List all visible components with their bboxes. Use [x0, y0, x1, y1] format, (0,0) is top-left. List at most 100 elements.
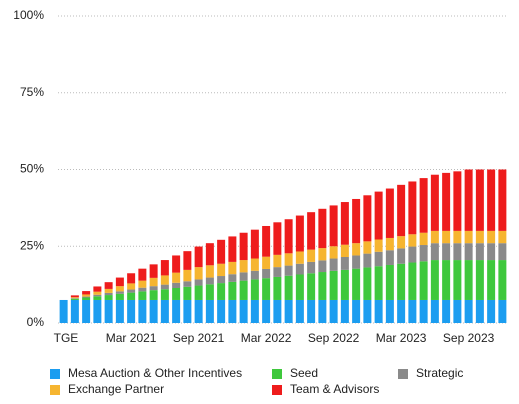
bar-segment — [183, 269, 192, 282]
bar-segment — [295, 263, 304, 275]
bar-segment — [115, 277, 124, 287]
bar-segment — [205, 277, 214, 285]
bar-segment — [284, 299, 293, 323]
bar-segment — [183, 299, 192, 323]
bar-segment — [329, 299, 338, 323]
bar-segment — [374, 239, 383, 252]
bar-segment — [70, 295, 79, 298]
bar-segment — [138, 287, 147, 292]
bar-segment — [329, 258, 338, 271]
bar-segment — [307, 249, 316, 262]
bar-segment — [352, 243, 361, 256]
bar-segment — [160, 260, 169, 276]
bar-segment — [70, 298, 79, 300]
bar-segment — [183, 251, 192, 270]
bar-segment — [228, 274, 237, 282]
bar-segment — [70, 299, 79, 323]
bar-segment — [340, 244, 349, 257]
bar-segment — [160, 289, 169, 300]
bar-segment — [385, 250, 394, 265]
bar-segment — [498, 260, 507, 300]
bar-segment — [70, 298, 79, 299]
bar-segment — [104, 292, 113, 296]
legend-label: Exchange Partner — [68, 382, 164, 396]
bar-segment — [149, 277, 158, 287]
x-tick-label: Mar 2022 — [241, 331, 292, 345]
bar-segment — [419, 232, 428, 246]
bar-segment — [307, 273, 316, 300]
bar-segment — [70, 297, 79, 299]
legend-label: Strategic — [416, 366, 463, 380]
bar-segment — [82, 297, 91, 300]
bar-segment — [138, 291, 147, 300]
bar-segment — [194, 299, 203, 323]
bar-segment — [385, 188, 394, 238]
bar-segment — [363, 299, 372, 323]
bar-segment — [419, 261, 428, 300]
bar-segment — [487, 230, 496, 244]
bar-segment — [59, 299, 68, 323]
bar-segment — [363, 241, 372, 254]
bar-segment — [262, 278, 271, 300]
bar-segment — [487, 243, 496, 261]
bar-segment — [250, 270, 259, 280]
bar-segment — [329, 205, 338, 247]
bar-segment — [149, 299, 158, 323]
bar-segment — [250, 279, 259, 300]
x-tick-label: Sep 2023 — [443, 331, 495, 345]
bar-segment — [205, 299, 214, 323]
bar-segment — [352, 198, 361, 244]
bar-segment — [205, 243, 214, 266]
bar-segment — [138, 299, 147, 323]
bar-segment — [82, 294, 91, 297]
bar-segment — [487, 299, 496, 323]
bar-segment — [104, 295, 113, 300]
bar-segment — [194, 246, 203, 268]
bar-segment — [115, 286, 124, 292]
bar-segment — [329, 270, 338, 300]
bar-segment — [273, 267, 282, 277]
bar-segment — [149, 290, 158, 300]
bar-segment — [284, 219, 293, 254]
bar-segment — [104, 282, 113, 289]
bar-segment — [284, 275, 293, 300]
bar-segment — [475, 260, 484, 300]
bar-segment — [430, 260, 439, 300]
bar-segment — [464, 243, 473, 261]
bar-segment — [183, 281, 192, 287]
bar-segment — [442, 230, 451, 244]
bar-segment — [82, 299, 91, 323]
bar-segment — [464, 230, 473, 244]
bar-segment — [442, 172, 451, 231]
bar-segment — [453, 171, 462, 231]
bar-segment — [149, 264, 158, 278]
bar-segment — [262, 299, 271, 323]
bar-segment — [408, 181, 417, 235]
bar-segment — [464, 169, 473, 231]
legend-label: Seed — [290, 366, 318, 380]
bar-segment — [239, 299, 248, 323]
bar-segment — [475, 243, 484, 261]
bar-segment — [273, 222, 282, 255]
bar-segment — [318, 248, 327, 261]
bar-segment — [160, 275, 169, 285]
bar-segment — [430, 174, 439, 231]
bar-segment — [295, 215, 304, 252]
bar-segment — [307, 261, 316, 274]
bar-segment — [374, 251, 383, 267]
bar-segment — [127, 273, 136, 284]
bar-segment — [93, 294, 102, 297]
y-tick-label: 100% — [13, 8, 44, 22]
bar-segment — [430, 230, 439, 244]
y-tick-label: 75% — [20, 85, 44, 99]
bar-segment — [408, 299, 417, 323]
bar-segment — [205, 284, 214, 300]
bar-segment — [172, 255, 181, 273]
bar-segment — [217, 283, 226, 300]
bar-segment — [172, 299, 181, 323]
bar-segment — [374, 299, 383, 323]
bar-segment — [295, 299, 304, 323]
legend-swatch — [272, 369, 282, 379]
bar-segment — [239, 280, 248, 300]
bar-segment — [385, 237, 394, 251]
